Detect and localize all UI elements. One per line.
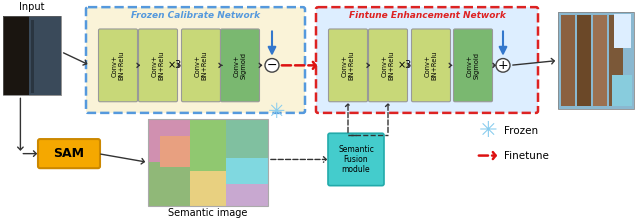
Text: Frozen: Frozen — [504, 126, 538, 136]
FancyBboxPatch shape — [38, 139, 100, 168]
FancyBboxPatch shape — [412, 29, 451, 102]
Text: Conv+
Sigmoid: Conv+ Sigmoid — [467, 52, 479, 79]
Text: Semantic
Fusion
module: Semantic Fusion module — [338, 145, 374, 174]
FancyBboxPatch shape — [561, 15, 575, 106]
FancyBboxPatch shape — [316, 7, 538, 113]
FancyBboxPatch shape — [3, 16, 29, 95]
Text: Frozen Calibrate Network: Frozen Calibrate Network — [131, 11, 260, 20]
FancyBboxPatch shape — [614, 14, 631, 48]
FancyBboxPatch shape — [148, 119, 190, 162]
FancyBboxPatch shape — [29, 16, 61, 95]
Text: Fintune Enhancement Network: Fintune Enhancement Network — [349, 11, 506, 20]
Text: Conv+
BN+Relu: Conv+ BN+Relu — [195, 51, 207, 80]
FancyBboxPatch shape — [99, 29, 138, 102]
Text: +: + — [498, 59, 508, 72]
FancyBboxPatch shape — [226, 184, 268, 206]
Text: ×3: ×3 — [398, 60, 412, 70]
FancyBboxPatch shape — [226, 119, 268, 158]
FancyBboxPatch shape — [148, 162, 190, 206]
Text: −: − — [267, 59, 277, 72]
FancyBboxPatch shape — [148, 119, 268, 206]
Text: Conv+
BN+Relu: Conv+ BN+Relu — [424, 51, 438, 80]
FancyBboxPatch shape — [577, 15, 591, 106]
FancyBboxPatch shape — [612, 75, 632, 106]
FancyBboxPatch shape — [369, 29, 408, 102]
Text: ✳: ✳ — [268, 102, 285, 122]
FancyBboxPatch shape — [86, 7, 305, 113]
Text: Conv+
Sigmoid: Conv+ Sigmoid — [234, 52, 246, 79]
Text: Finetune: Finetune — [504, 151, 549, 161]
Text: ×3: ×3 — [168, 60, 182, 70]
FancyBboxPatch shape — [328, 29, 367, 102]
FancyBboxPatch shape — [160, 136, 190, 167]
FancyBboxPatch shape — [190, 119, 226, 171]
FancyBboxPatch shape — [221, 29, 259, 102]
FancyBboxPatch shape — [328, 133, 384, 186]
FancyBboxPatch shape — [182, 29, 221, 102]
FancyBboxPatch shape — [454, 29, 493, 102]
FancyBboxPatch shape — [593, 15, 607, 106]
Text: Conv+
BN+Relu: Conv+ BN+Relu — [342, 51, 355, 80]
FancyBboxPatch shape — [190, 171, 226, 206]
FancyBboxPatch shape — [558, 12, 634, 109]
Text: Conv+
BN+Relu: Conv+ BN+Relu — [111, 51, 125, 80]
Circle shape — [265, 59, 279, 72]
Text: Conv+
BN+Relu: Conv+ BN+Relu — [381, 51, 394, 80]
Text: SAM: SAM — [54, 147, 84, 160]
Text: ✳: ✳ — [479, 121, 497, 141]
Circle shape — [496, 59, 510, 72]
FancyBboxPatch shape — [138, 29, 177, 102]
FancyBboxPatch shape — [609, 15, 623, 106]
FancyBboxPatch shape — [226, 158, 268, 184]
Text: Semantic image: Semantic image — [168, 208, 248, 218]
Text: Input: Input — [19, 2, 45, 12]
Text: Conv+
BN+Relu: Conv+ BN+Relu — [152, 51, 164, 80]
